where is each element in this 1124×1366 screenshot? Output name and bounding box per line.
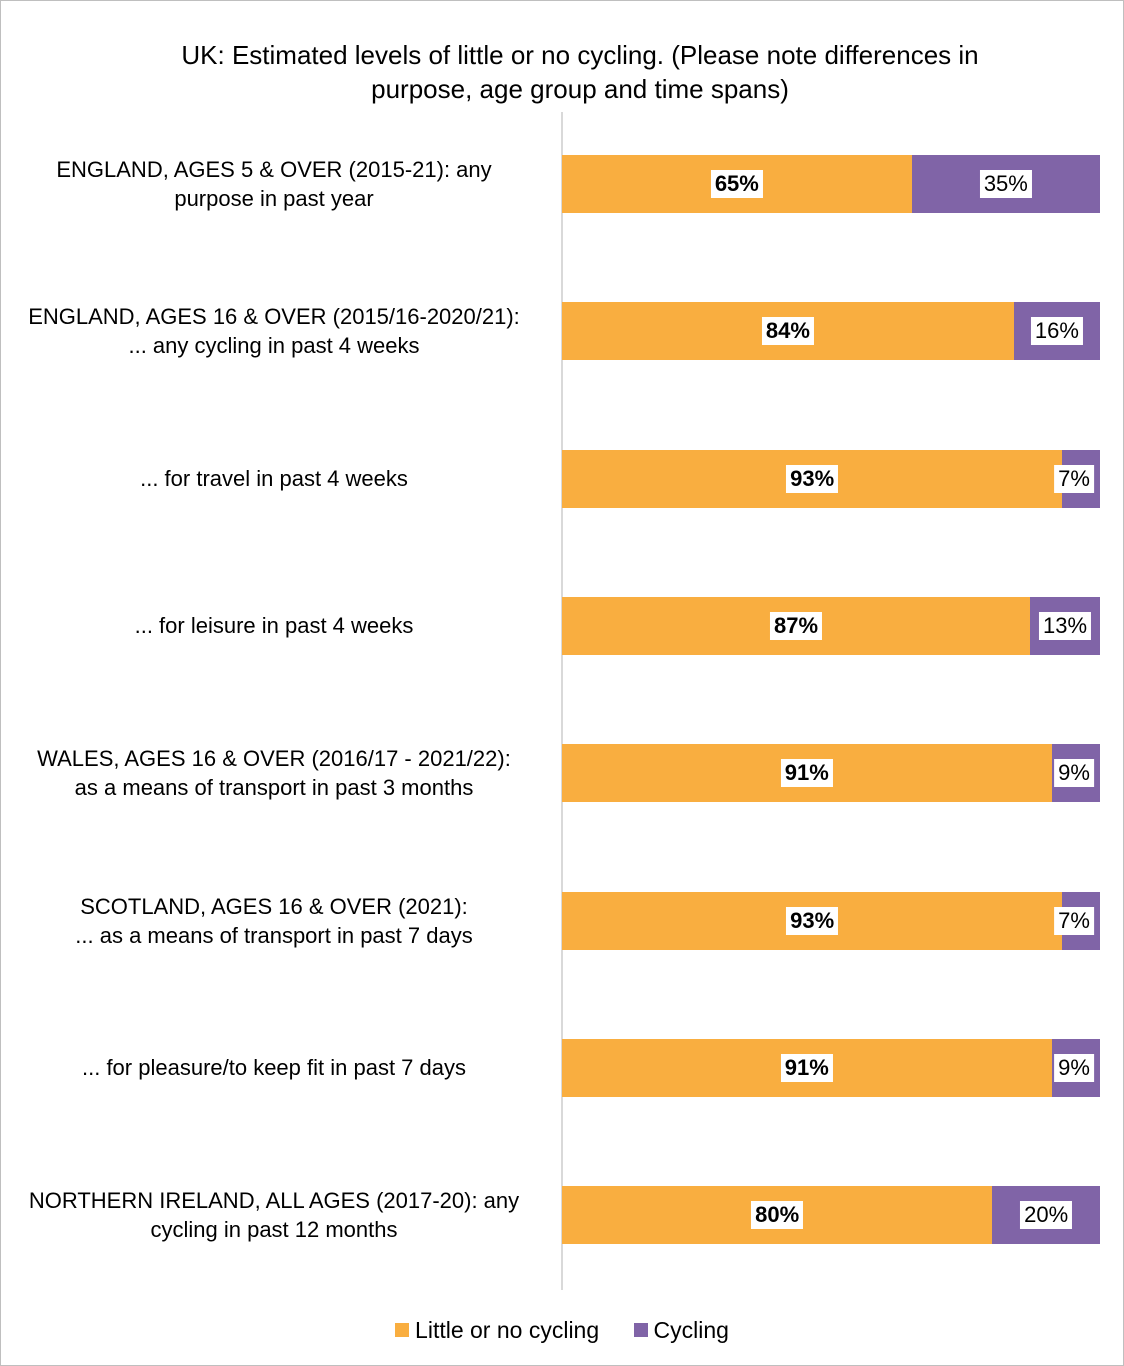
category-axis-line (561, 112, 563, 1290)
data-label-little-or-no-cycling: 65% (710, 170, 763, 198)
chart-title-line-1: UK: Estimated levels of little or no cyc… (181, 40, 979, 70)
legend-item-cycling: Cycling (633, 1316, 729, 1344)
data-label-cycling: 20% (1020, 1201, 1073, 1230)
data-label-cycling: 13% (1038, 611, 1092, 640)
data-label-little-or-no-cycling: 93% (786, 906, 839, 935)
category-label: ... for travel in past 4 weeks (140, 466, 408, 492)
data-label-cycling: 7% (1054, 464, 1094, 493)
category-label: ... for pleasure/to keep fit in past 7 d… (82, 1055, 466, 1081)
data-label-little-or-no-cycling: 80% (751, 1201, 804, 1230)
legend-label-cycling: Cycling (653, 1316, 729, 1343)
data-label-cycling: 9% (1054, 1053, 1094, 1082)
chart-title-line-2: purpose, age group and time spans) (371, 74, 789, 104)
data-label-little-or-no-cycling: 91% (780, 759, 833, 788)
data-label-cycling: 35% (979, 170, 1032, 198)
data-label-cycling: 16% (1030, 317, 1083, 346)
category-label: ENGLAND, AGES 16 & OVER (2015/16-2020/21… (28, 304, 520, 359)
category-label: ENGLAND, AGES 5 & OVER (2015-21): any pu… (56, 157, 492, 211)
data-label-little-or-no-cycling: 84% (761, 317, 814, 346)
data-label-little-or-no-cycling: 93% (786, 464, 839, 493)
data-label-cycling: 9% (1054, 759, 1094, 788)
legend-label-little-or-no-cycling: Little or no cycling (415, 1316, 600, 1343)
category-label: SCOTLAND, AGES 16 & OVER (2021): ... as … (75, 893, 473, 948)
category-label: ... for leisure in past 4 weeks (134, 613, 414, 639)
data-label-cycling: 7% (1054, 906, 1094, 935)
legend-swatch-cycling (633, 1323, 648, 1337)
category-label: WALES, AGES 16 & OVER (2016/17 - 2021/22… (37, 746, 511, 801)
legend-item-little-or-no-cycling: Little or no cycling (395, 1317, 599, 1344)
legend-swatch-little-or-no-cycling (395, 1323, 410, 1337)
category-label: NORTHERN IRELAND, ALL AGES (2017-20): an… (28, 1188, 520, 1243)
data-label-little-or-no-cycling: 91% (780, 1053, 833, 1082)
data-label-little-or-no-cycling: 87% (769, 611, 823, 640)
legend: Little or no cycling Cycling (0, 1316, 1124, 1344)
chart-title: UK: Estimated levels of little or no cyc… (130, 38, 1030, 106)
